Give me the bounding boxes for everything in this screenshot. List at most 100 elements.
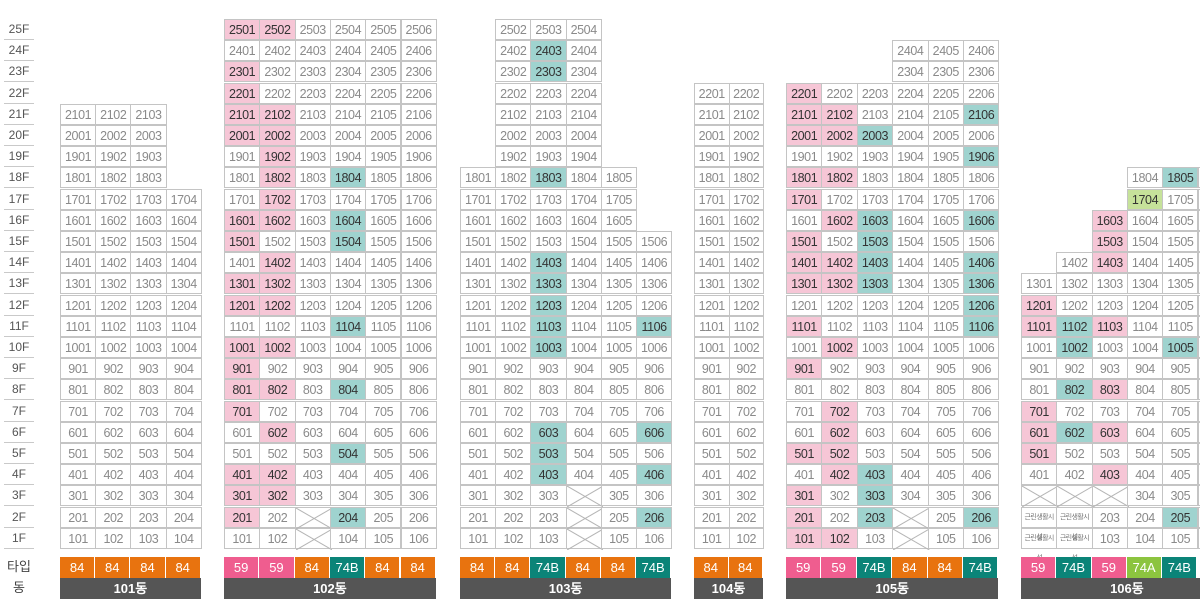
unit-cell[interactable]: 2003 [856,125,894,146]
unit-cell[interactable]: 1605 [1162,209,1199,231]
unit-cell[interactable]: 101 [786,527,823,549]
unit-cell[interactable]: 502 [728,443,764,464]
unit-cell[interactable]: 901 [460,358,497,380]
unit-cell[interactable]: 706 [963,400,1000,422]
unit-cell[interactable]: 1904 [892,146,929,168]
unit-cell[interactable]: 1002 [95,337,132,358]
unit-cell[interactable]: 1703 [530,188,567,210]
unit-cell[interactable]: 901 [224,358,261,380]
unit-cell[interactable]: 2403 [294,40,331,62]
unit-cell[interactable]: 602 [95,421,132,443]
unit-cell[interactable]: 1601 [460,209,497,231]
unit-cell[interactable]: 1503 [130,231,167,252]
unit-cell[interactable]: 803 [1091,379,1128,401]
unit-cell[interactable]: 106 [1197,527,1200,549]
unit-cell[interactable]: 303 [856,485,894,507]
unit-cell[interactable]: 103 [530,527,567,549]
unit-cell[interactable]: 2101 [694,103,730,125]
unit-cell[interactable]: 803 [530,379,567,401]
unit-cell[interactable]: 203 [530,506,567,528]
unit-cell[interactable]: 201 [786,506,823,528]
unit-cell[interactable]: 1704 [892,188,929,210]
unit-cell[interactable]: 505 [927,443,964,464]
unit-cell[interactable]: 1604 [1126,209,1164,231]
unit-cell[interactable]: 1303 [294,273,331,295]
unit-cell[interactable]: 503 [856,443,894,464]
unit-cell[interactable]: 104 [1126,527,1164,549]
unit-cell[interactable]: 505 [365,443,402,464]
unit-cell[interactable]: 1202 [95,294,132,316]
unit-cell[interactable]: 403 [530,464,567,486]
unit-cell[interactable]: 1604 [892,209,929,231]
unit-cell[interactable]: 102 [259,527,296,549]
unit-cell[interactable]: 2204 [892,82,929,104]
unit-cell[interactable]: 105 [600,527,637,549]
unit-cell[interactable]: 2102 [821,103,858,125]
unit-cell[interactable]: 1503 [294,231,331,252]
unit-cell[interactable]: 606 [636,421,673,443]
unit-cell[interactable]: 1006 [636,337,673,358]
unit-cell[interactable]: 804 [165,379,202,401]
unit-cell[interactable]: 2202 [728,82,764,104]
unit-cell[interactable]: 506 [400,443,437,464]
unit-cell[interactable]: 405 [927,464,964,486]
unit-cell[interactable]: 2504 [329,19,367,40]
unit-cell[interactable]: 2304 [892,61,929,83]
unit-cell[interactable]: 706 [1197,400,1200,422]
unit-cell[interactable]: 1202 [728,294,764,316]
unit-cell[interactable]: 1104 [329,315,367,337]
unit-cell[interactable]: 1001 [460,337,497,358]
unit-cell[interactable]: 401 [694,464,730,486]
unit-cell[interactable]: 1804 [1126,167,1164,189]
unit-cell[interactable]: 1306 [963,273,1000,295]
unit-cell[interactable]: 503 [530,443,567,464]
unit-cell[interactable]: 1001 [694,337,730,358]
unit-cell[interactable]: 1305 [600,273,637,295]
unit-cell[interactable]: 1603 [294,209,331,231]
unit-cell[interactable]: 302 [821,485,858,507]
unit-cell[interactable]: 2101 [60,103,97,125]
unit-cell[interactable]: 1103 [856,315,894,337]
unit-cell[interactable]: 1804 [565,167,602,189]
unit-cell[interactable]: 1001 [224,337,261,358]
unit-cell[interactable]: 1802 [728,167,764,189]
unit-cell[interactable]: 1101 [224,315,261,337]
unit-cell[interactable]: 1105 [365,315,402,337]
unit-cell[interactable]: 2202 [821,82,858,104]
unit-cell[interactable]: 2001 [786,125,823,146]
unit-cell[interactable]: 1201 [786,294,823,316]
unit-cell[interactable]: 1406 [1197,252,1200,274]
unit-cell[interactable]: 404 [329,464,367,486]
unit-cell[interactable]: 501 [224,443,261,464]
unit-cell[interactable]: 1304 [892,273,929,295]
unit-cell[interactable]: 603 [530,421,567,443]
unit-cell[interactable]: 2005 [365,125,402,146]
unit-cell[interactable]: 703 [1091,400,1128,422]
unit-cell[interactable]: 2003 [530,125,567,146]
unit-cell[interactable]: 2005 [927,125,964,146]
unit-cell[interactable]: 1005 [1162,337,1199,358]
unit-cell[interactable]: 401 [1021,464,1058,486]
unit-cell[interactable]: 702 [1056,400,1093,422]
unit-cell[interactable]: 2502 [495,19,532,40]
unit-cell[interactable]: 1403 [530,252,567,274]
unit-cell[interactable]: 2403 [530,40,567,62]
unit-cell[interactable]: 1803 [130,167,167,189]
unit-cell[interactable]: 903 [530,358,567,380]
unit-cell[interactable]: 1601 [224,209,261,231]
unit-cell[interactable]: 1002 [821,337,858,358]
unit-cell[interactable]: 1102 [1056,315,1093,337]
unit-cell[interactable]: 1804 [329,167,367,189]
unit-cell[interactable]: 1001 [786,337,823,358]
unit-cell[interactable]: 506 [1197,443,1200,464]
unit-cell[interactable]: 1402 [495,252,532,274]
unit-cell[interactable]: 1301 [1021,273,1058,295]
unit-cell[interactable]: 1704 [165,188,202,210]
unit-cell[interactable]: 1301 [786,273,823,295]
unit-cell[interactable]: 2006 [963,125,1000,146]
unit-cell[interactable]: 904 [565,358,602,380]
unit-cell[interactable]: 506 [963,443,1000,464]
unit-cell[interactable]: 903 [856,358,894,380]
unit-cell[interactable]: 1801 [694,167,730,189]
unit-cell[interactable]: 1605 [600,209,637,231]
